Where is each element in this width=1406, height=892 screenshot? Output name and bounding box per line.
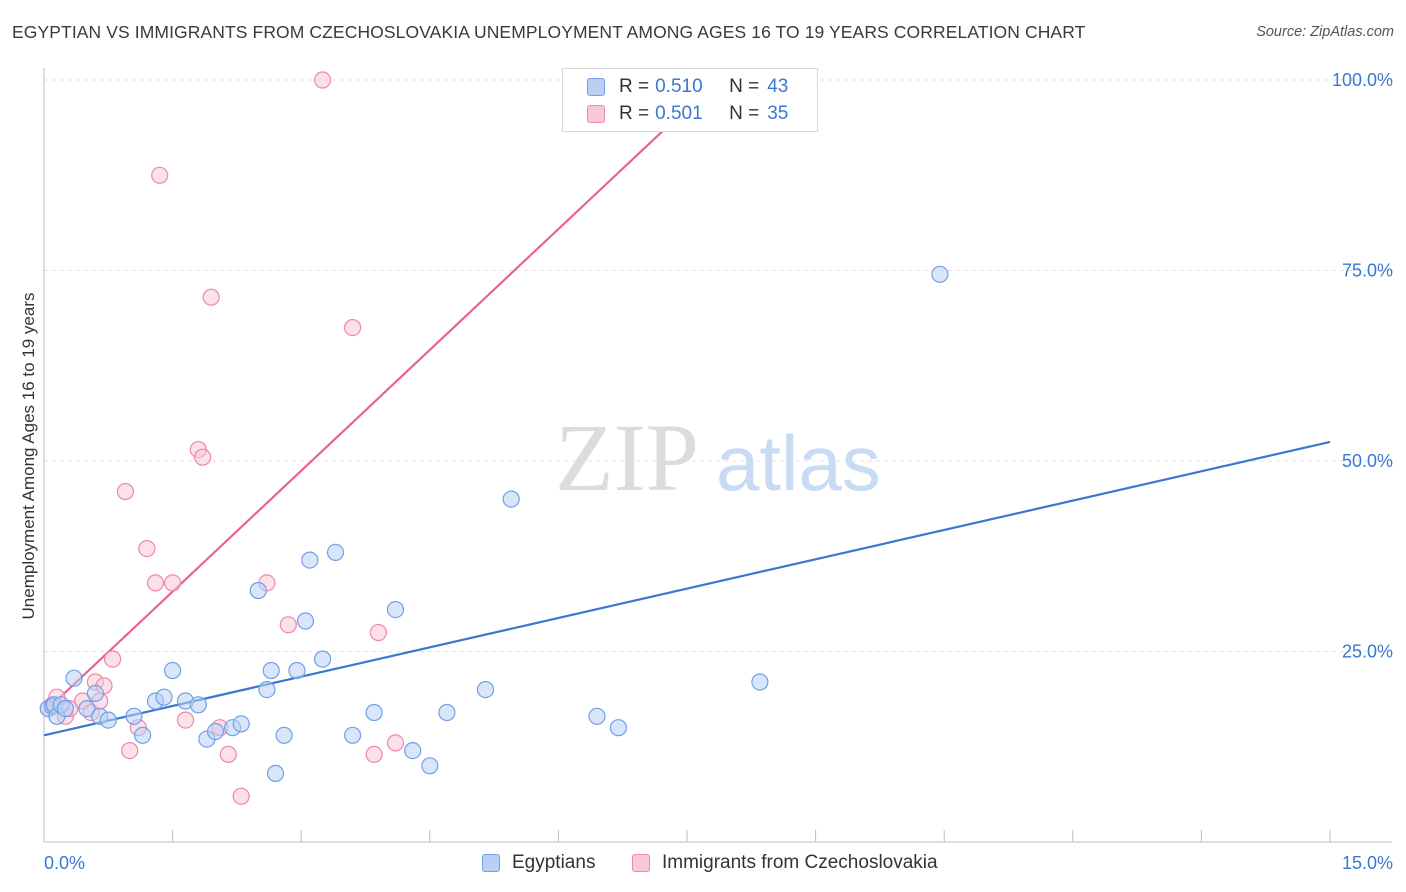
stats-swatch-egyptians xyxy=(587,78,605,96)
source-label: Source: ZipAtlas.com xyxy=(1256,24,1394,40)
point-egyptians xyxy=(421,757,439,775)
point-egyptians xyxy=(258,680,276,699)
stats-r-value: 0.510 xyxy=(655,76,703,97)
legend-label-egyptians: Egyptians xyxy=(512,852,596,873)
point-egyptians xyxy=(275,726,293,744)
point-czechoslovakia xyxy=(151,166,169,184)
point-egyptians xyxy=(386,600,405,619)
stats-row-egyptians: R = 0.510 N = 43 xyxy=(587,74,788,100)
point-czechoslovakia xyxy=(202,288,220,306)
y-tick-label: 50.0% xyxy=(1342,451,1393,471)
point-egyptians xyxy=(751,673,769,691)
point-egyptians xyxy=(344,726,362,744)
point-czechoslovakia xyxy=(146,574,165,592)
legend-item-czechoslovakia[interactable]: Immigrants from Czechoslovakia xyxy=(632,852,938,874)
point-czechoslovakia xyxy=(279,616,297,634)
y-tick-label: 75.0% xyxy=(1342,261,1393,281)
point-egyptians xyxy=(476,680,495,699)
y-tick-label: 25.0% xyxy=(1342,642,1393,662)
bottom-legend: Egyptians Immigrants from Czechoslovakia xyxy=(0,850,1406,880)
data-points xyxy=(39,71,949,805)
point-egyptians xyxy=(266,764,285,783)
stats-r-label: R = xyxy=(619,76,650,97)
chart-title: EGYPTIAN VS IMMIGRANTS FROM CZECHOSLOVAK… xyxy=(12,22,1086,42)
gridlines xyxy=(44,79,1392,652)
point-egyptians xyxy=(288,661,306,680)
point-egyptians xyxy=(232,715,250,733)
stats-n-value: 35 xyxy=(767,103,789,124)
point-czechoslovakia xyxy=(103,650,122,668)
point-egyptians xyxy=(931,265,949,283)
stats-legend-box: R = 0.510 N = 43 R = 0.501 N = 35 xyxy=(562,68,818,132)
watermark: ZIP atlas xyxy=(555,404,881,511)
point-czechoslovakia xyxy=(344,319,362,337)
watermark-atlas: atlas xyxy=(716,419,881,507)
point-egyptians xyxy=(588,707,606,725)
point-czechoslovakia xyxy=(365,745,383,764)
x-tick-label: 15.0% xyxy=(1342,853,1393,873)
stats-r-value: 0.501 xyxy=(655,103,703,124)
point-czechoslovakia xyxy=(138,539,156,558)
stats-row-czechoslovakia: R = 0.501 N = 35 xyxy=(587,101,788,127)
point-egyptians xyxy=(404,741,422,760)
point-egyptians xyxy=(609,719,628,737)
point-egyptians xyxy=(134,726,152,744)
point-egyptians xyxy=(189,696,207,714)
point-czechoslovakia xyxy=(219,745,237,764)
point-egyptians xyxy=(78,699,96,718)
point-egyptians xyxy=(65,669,83,687)
trend-lines xyxy=(43,79,1331,737)
tick-labels: 25.0% 50.0% 75.0% 100.0% 0.0% 15.0% xyxy=(44,70,1393,873)
point-egyptians xyxy=(438,703,456,722)
stats-n-label: N = xyxy=(729,76,760,97)
point-egyptians xyxy=(262,661,280,680)
stats-swatch-czechoslovakia xyxy=(587,105,605,123)
point-egyptians xyxy=(365,703,383,722)
point-egyptians xyxy=(301,551,319,569)
watermark-zip: ZIP xyxy=(555,404,699,511)
trend-line-egyptians xyxy=(43,440,1331,737)
point-egyptians xyxy=(164,661,182,680)
point-czechoslovakia xyxy=(232,787,250,805)
legend-swatch-egyptians xyxy=(482,854,500,872)
point-egyptians xyxy=(296,612,315,630)
point-czechoslovakia xyxy=(164,574,182,592)
stats-r-label: R = xyxy=(619,103,650,124)
point-egyptians xyxy=(249,581,267,600)
x-tick-label: 0.0% xyxy=(44,853,85,873)
stats-n-value: 43 xyxy=(767,76,789,97)
legend-item-egyptians[interactable]: Egyptians xyxy=(482,852,595,874)
point-egyptians xyxy=(206,722,225,741)
point-czechoslovakia xyxy=(176,711,195,729)
point-egyptians xyxy=(99,711,117,729)
trend-line-czechoslovakia xyxy=(43,79,718,714)
point-czechoslovakia xyxy=(194,448,212,466)
stats-n-label: N = xyxy=(729,103,760,124)
y-tick-label: 100.0% xyxy=(1332,70,1393,90)
legend-label-czechoslovakia: Immigrants from Czechoslovakia xyxy=(662,852,938,873)
point-egyptians xyxy=(502,490,520,508)
point-egyptians xyxy=(314,650,332,668)
point-egyptians xyxy=(86,684,105,703)
y-axis-label: Unemployment Among Ages 16 to 19 years xyxy=(19,293,38,620)
point-czechoslovakia xyxy=(314,71,332,89)
point-egyptians xyxy=(155,688,173,706)
point-czechoslovakia xyxy=(386,734,405,752)
point-czechoslovakia xyxy=(369,623,387,642)
point-egyptians xyxy=(56,699,75,718)
legend-swatch-czechoslovakia xyxy=(632,854,650,872)
point-egyptians xyxy=(326,543,345,562)
point-czechoslovakia xyxy=(116,482,135,501)
point-czechoslovakia xyxy=(121,741,139,760)
point-egyptians xyxy=(125,707,143,725)
